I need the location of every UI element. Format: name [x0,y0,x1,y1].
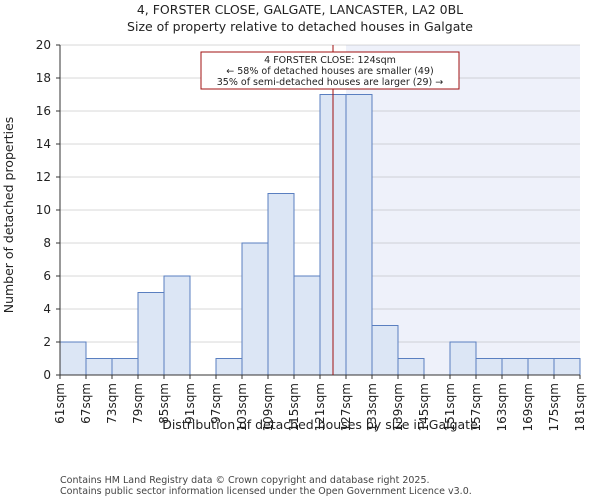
bar-133sqm [371,325,399,376]
bar-151sqm [449,341,477,376]
y-tick-label: 10 [36,203,51,217]
y-tick-label: 14 [36,137,51,151]
x-tick-label: 163sqm [495,383,509,431]
y-tick-label: 16 [36,104,51,118]
y-tick-label: 8 [43,236,51,250]
footer-line-2: Contains public sector information licen… [60,486,472,497]
y-tick-label: 20 [36,38,51,52]
y-tick-label: 2 [43,335,51,349]
x-tick-label: 169sqm [521,383,535,431]
bar-115sqm [293,275,321,376]
bar-175sqm [553,358,581,376]
y-tick-label: 6 [43,269,51,283]
x-tick-label: 151sqm [443,383,457,431]
bar-97sqm [215,358,243,376]
annotation-line-2: ← 58% of detached houses are smaller (49… [226,66,433,77]
annotation-box [200,51,460,90]
bar-85sqm [163,275,191,376]
bar-127sqm [345,94,373,376]
x-tick-label: 73sqm [105,383,119,424]
x-tick-label: 121sqm [313,383,327,431]
bar-139sqm [397,358,425,376]
x-tick-label: 139sqm [391,383,405,431]
x-tick-label: 115sqm [287,383,301,431]
x-axis-label: Distribution of detached houses by size … [162,417,478,432]
x-tick-label: 85sqm [157,383,171,424]
x-tick-label: 79sqm [131,383,145,424]
x-tick-label: 145sqm [417,383,431,431]
x-tick-label: 67sqm [79,383,93,424]
x-tick-label: 175sqm [547,383,561,431]
x-tick-label: 103sqm [235,383,249,431]
bar-61sqm [59,341,87,376]
annotation-line-1: 4 FORSTER CLOSE: 124sqm [264,55,396,66]
y-tick-label: 18 [36,71,51,85]
x-tick-label: 97sqm [209,383,223,424]
x-tick-label: 109sqm [261,383,275,431]
x-tick-label: 157sqm [469,383,483,431]
y-tick-label: 0 [43,368,51,382]
y-axis-label: Number of detached properties [1,117,16,314]
x-tick-label: 61sqm [53,383,67,424]
chart-subtitle: Size of property relative to detached ho… [127,19,473,34]
bar-163sqm [501,358,529,376]
bar-103sqm [241,242,269,376]
bar-67sqm [85,358,113,376]
bar-169sqm [527,358,555,376]
footer-line-1: Contains HM Land Registry data © Crown c… [60,475,430,486]
bar-79sqm [137,292,165,376]
x-tick-label: 181sqm [573,383,587,431]
x-tick-label: 127sqm [339,383,353,431]
chart-title: 4, FORSTER CLOSE, GALGATE, LANCASTER, LA… [137,2,463,17]
x-tick-label: 133sqm [365,383,379,431]
y-tick-label: 12 [36,170,51,184]
y-tick-label: 4 [43,302,51,316]
x-tick-label: 91sqm [183,383,197,424]
bar-73sqm [111,358,139,376]
plot-area: 0 2 4 6 8 10 12 14 16 18 20 61sqm 67sqm 73sqm 79sqm 85s… [36,38,587,431]
bar-109sqm [267,193,295,376]
annotation-line-3: 35% of semi-detached houses are larger (… [217,77,444,88]
bar-157sqm [475,358,503,376]
